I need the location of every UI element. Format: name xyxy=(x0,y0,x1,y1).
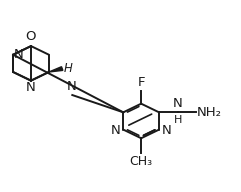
Text: N: N xyxy=(26,81,36,94)
Text: CH₃: CH₃ xyxy=(130,155,153,168)
Text: N: N xyxy=(173,97,183,110)
Text: H: H xyxy=(174,115,182,125)
Polygon shape xyxy=(49,67,63,72)
Text: N: N xyxy=(161,124,171,137)
Text: N: N xyxy=(111,124,121,137)
Text: F: F xyxy=(137,76,145,89)
Text: H: H xyxy=(64,62,73,75)
Text: O: O xyxy=(26,30,36,43)
Text: N: N xyxy=(67,80,77,93)
Text: NH₂: NH₂ xyxy=(197,106,222,119)
Text: N: N xyxy=(13,48,23,61)
